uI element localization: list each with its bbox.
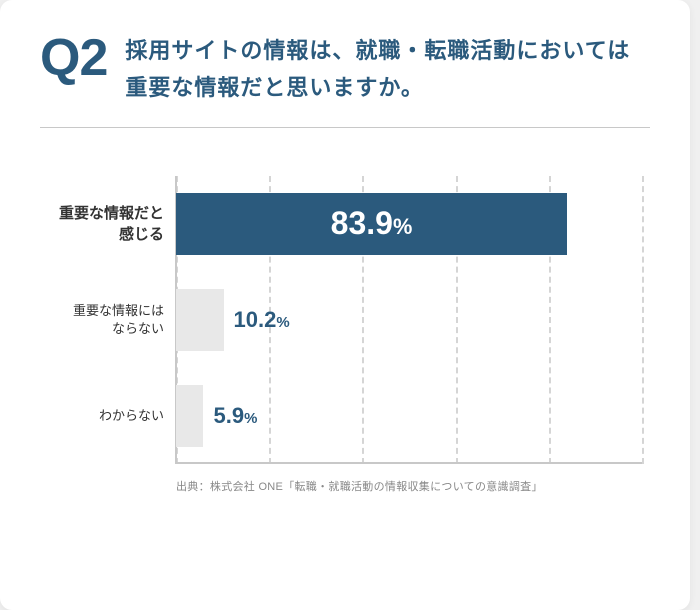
gridline [642, 176, 644, 464]
category-label: わからない [50, 368, 176, 464]
header-divider [40, 127, 650, 128]
source-citation: 出典：株式会社 ONE「転職・就職活動の情報収集についての意識調査」 [176, 478, 650, 494]
survey-card: Q2 採用サイトの情報は、就職・転職活動においては重要な情報だと思いますか。 重… [0, 0, 690, 610]
x-axis-line [176, 462, 642, 464]
bar: 10.2% [176, 289, 224, 351]
category-label: 重要な情報だと 感じる [50, 176, 176, 272]
bars-container: 83.9% 10.2% 5.9% [176, 176, 642, 464]
category-label: 重要な情報には ならない [50, 272, 176, 368]
bar-chart: 重要な情報だと 感じる重要な情報には ならないわからない 83.9% 10.2% 5… [40, 176, 650, 494]
question-header: Q2 採用サイトの情報は、就職・転職活動においては重要な情報だと思いますか。 [40, 32, 650, 127]
question-text: 採用サイトの情報は、就職・転職活動においては重要な情報だと思いますか。 [125, 32, 650, 107]
bar: 5.9% [176, 385, 203, 447]
category-labels-column: 重要な情報だと 感じる重要な情報には ならないわからない [50, 176, 176, 494]
bar-row: 83.9% [176, 193, 567, 255]
bar-value: 10.2% [224, 307, 290, 333]
bar-value: 5.9% [203, 403, 257, 429]
bar-row: 5.9% [176, 385, 203, 447]
bar-value: 83.9% [331, 205, 413, 242]
bar: 83.9% [176, 193, 567, 255]
question-number: Q2 [40, 32, 107, 84]
plot-column: 83.9% 10.2% 5.9% 出典：株式会社 ONE「転職・就職活動の情報収集に… [176, 176, 650, 494]
bar-row: 10.2% [176, 289, 224, 351]
plot-area: 83.9% 10.2% 5.9% [176, 176, 642, 464]
